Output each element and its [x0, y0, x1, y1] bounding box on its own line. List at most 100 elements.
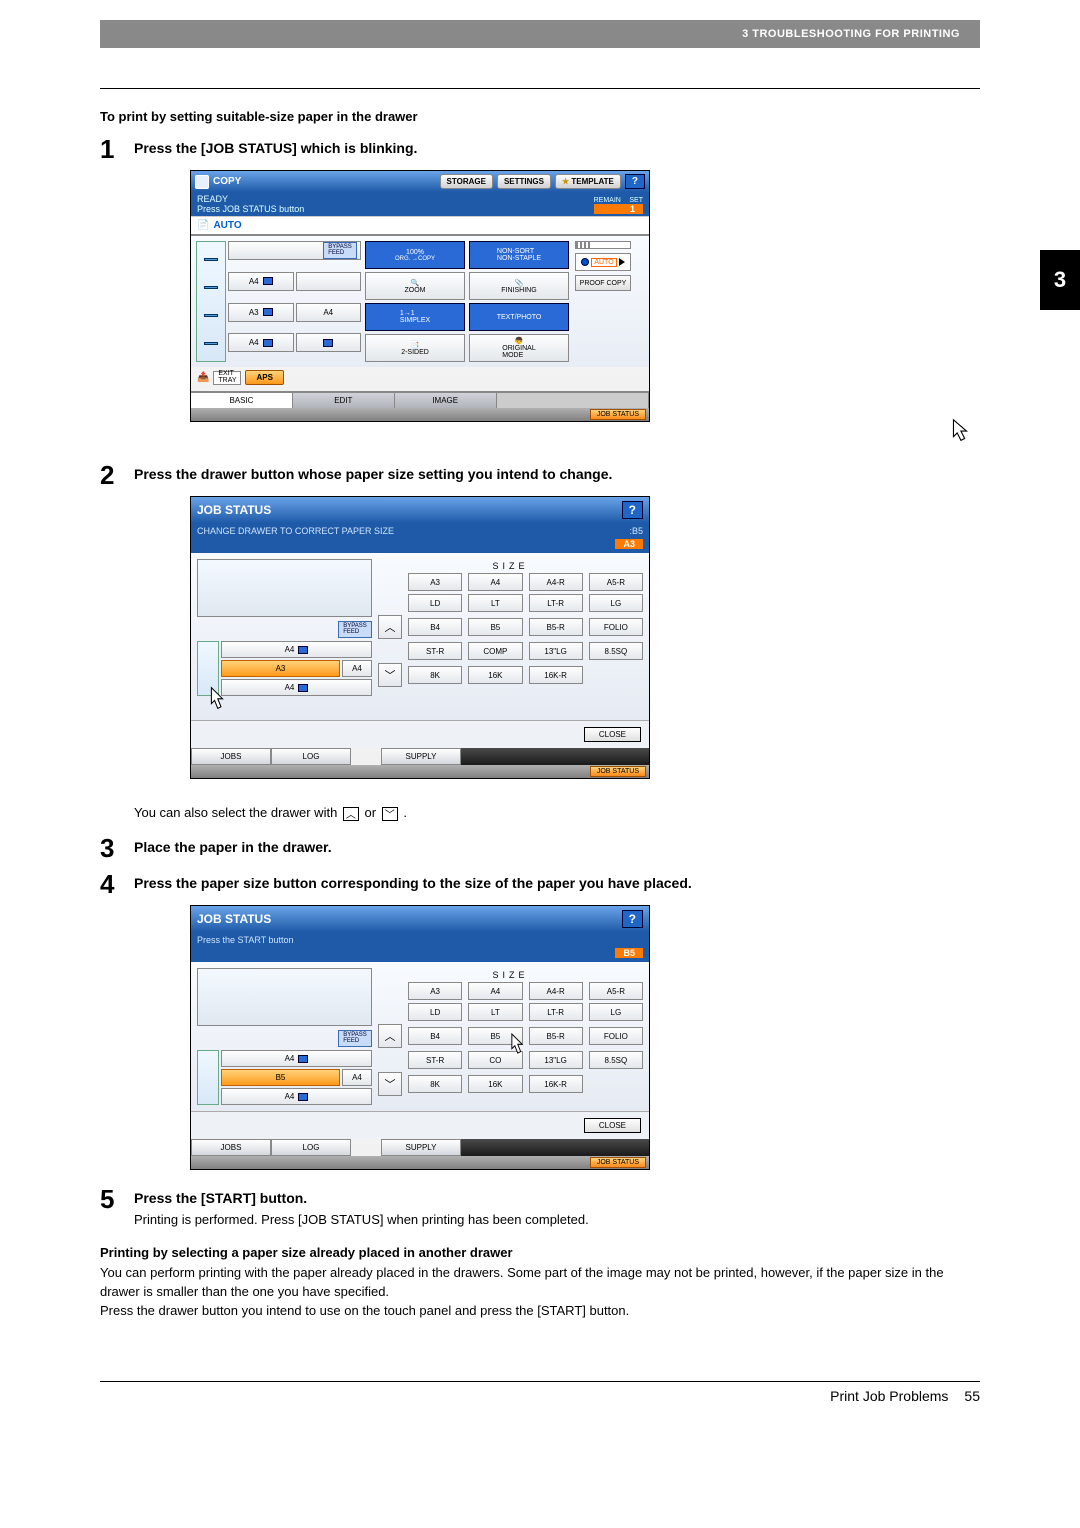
- drawer-a4-side[interactable]: A4: [296, 303, 362, 322]
- js2-size-a4[interactable]: A4: [468, 982, 522, 1000]
- simplex-button[interactable]: 1→1 SIMPLEX: [365, 303, 465, 331]
- tab-edit[interactable]: EDIT: [293, 393, 395, 408]
- zoom-button[interactable]: 🔍ZOOM: [365, 272, 465, 300]
- drawer-blank-r1[interactable]: [296, 272, 362, 291]
- js1-subbar: CHANGE DRAWER TO CORRECT PAPER SIZE :B5: [191, 523, 649, 539]
- drawer-a3[interactable]: A3: [228, 303, 294, 322]
- js1-tab-log[interactable]: LOG: [271, 748, 351, 765]
- js2-size-lg[interactable]: LG: [589, 1003, 643, 1021]
- original-mode-button[interactable]: 👦ORIGINAL MODE: [469, 334, 569, 362]
- js2-size-16kr[interactable]: 16K-R: [529, 1075, 583, 1093]
- js2-tab-jobs[interactable]: JOBS: [191, 1139, 271, 1156]
- bypass-feed-button[interactable]: BYPASS FEED: [323, 242, 357, 259]
- js2-size-b4[interactable]: B4: [408, 1027, 462, 1045]
- js2-size-a4r[interactable]: A4-R: [529, 982, 583, 1000]
- drawer-a4-1[interactable]: A4: [228, 272, 294, 291]
- js1-size-a4r[interactable]: A4-R: [529, 573, 583, 591]
- js2-size-folio[interactable]: FOLIO: [589, 1027, 643, 1045]
- storage-button[interactable]: STORAGE: [440, 174, 493, 189]
- js1-drawer-2b[interactable]: A4: [342, 660, 372, 677]
- js1-tab-supply[interactable]: SUPPLY: [381, 748, 461, 765]
- js2-bypass-button[interactable]: BYPASS FEED: [338, 1030, 372, 1047]
- js1-help[interactable]: ?: [622, 501, 643, 519]
- js1-arrow-up[interactable]: ︿: [378, 615, 402, 639]
- js1-drawer-3[interactable]: A4: [221, 679, 372, 696]
- js1-size-8k[interactable]: 8K: [408, 666, 462, 684]
- js1-size-b4[interactable]: B4: [408, 618, 462, 636]
- js2-size-lt[interactable]: LT: [468, 1003, 522, 1021]
- rule-top: [100, 88, 980, 89]
- js2-size-85sq[interactable]: 8.5SQ: [589, 1051, 643, 1069]
- js2-size-ltr[interactable]: LT-R: [529, 1003, 583, 1021]
- exit-tray-button[interactable]: EXIT TRAY: [213, 371, 241, 385]
- jobstatus-button[interactable]: JOB STATUS: [590, 409, 646, 420]
- js1-bypass-button[interactable]: BYPASS FEED: [338, 621, 372, 638]
- js1-drawer-1[interactable]: A4: [221, 641, 372, 658]
- step-4: 4 Press the paper size button correspond…: [100, 871, 980, 897]
- js2-drawer-2-selected[interactable]: B5: [221, 1069, 340, 1086]
- js1-jobstatus-button[interactable]: JOB STATUS: [590, 766, 646, 777]
- js1-size-comp[interactable]: COMP: [468, 642, 522, 660]
- js1-close-button[interactable]: CLOSE: [584, 727, 641, 742]
- js1-tab-jobs[interactable]: JOBS: [191, 748, 271, 765]
- js2-arrow-up[interactable]: ︿: [378, 1024, 402, 1048]
- js2-left: BYPASS FEED A4 B5 A4 A4: [197, 968, 372, 1105]
- zoom-display[interactable]: 100% ORG. →COPY: [365, 241, 465, 269]
- template-button[interactable]: TEMPLATE: [555, 174, 621, 189]
- js1-size-13lg[interactable]: 13"LG: [529, 642, 583, 660]
- js2-size-b5r[interactable]: B5-R: [529, 1027, 583, 1045]
- js2-tab-log[interactable]: LOG: [271, 1139, 351, 1156]
- js2-drawer-3[interactable]: A4: [221, 1088, 372, 1105]
- js1-size-85sq[interactable]: 8.5SQ: [589, 642, 643, 660]
- js2-size-13lg[interactable]: 13"LG: [529, 1051, 583, 1069]
- header-text: 3 TROUBLESHOOTING FOR PRINTING: [742, 28, 960, 40]
- js2-tab-supply[interactable]: SUPPLY: [381, 1139, 461, 1156]
- js1-size-lt[interactable]: LT: [468, 594, 522, 612]
- device-illustration: [196, 241, 226, 362]
- js1-size-16kr[interactable]: 16K-R: [529, 666, 583, 684]
- tab-basic[interactable]: BASIC: [191, 393, 293, 408]
- js1-size-a5r[interactable]: A5-R: [589, 573, 643, 591]
- js1-size-16k[interactable]: 16K: [468, 666, 522, 684]
- proof-copy-button[interactable]: PROOF COPY: [575, 275, 631, 291]
- step-2-title: Press the drawer button whose paper size…: [134, 466, 980, 482]
- js1-size-lg[interactable]: LG: [589, 594, 643, 612]
- js1-size-folio[interactable]: FOLIO: [589, 618, 643, 636]
- js1-size-a4[interactable]: A4: [468, 573, 522, 591]
- js1-size-ltr[interactable]: LT-R: [529, 594, 583, 612]
- js1-size-str[interactable]: ST-R: [408, 642, 462, 660]
- sort-button[interactable]: NON-SORT NON-STAPLE: [469, 241, 569, 269]
- drawer-a4-2[interactable]: A4: [228, 333, 294, 352]
- text-photo-button[interactable]: TEXT/PHOTO: [469, 303, 569, 331]
- js2-close-button[interactable]: CLOSE: [584, 1118, 641, 1133]
- js2-drawer-2b[interactable]: A4: [342, 1069, 372, 1086]
- finishing-button[interactable]: 📎FINISHING: [469, 272, 569, 300]
- two-sided-button[interactable]: 📑2-SIDED: [365, 334, 465, 362]
- js1-size-b5r[interactable]: B5-R: [529, 618, 583, 636]
- js2-size-a5r[interactable]: A5-R: [589, 982, 643, 1000]
- drawer-blank-r3[interactable]: [296, 333, 362, 352]
- js2-size-str[interactable]: ST-R: [408, 1051, 462, 1069]
- js1-size-b5[interactable]: B5: [468, 618, 522, 636]
- js2-drawer-1[interactable]: A4: [221, 1050, 372, 1067]
- js1-size-a3[interactable]: A3: [408, 573, 462, 591]
- js2-jobstatus-button[interactable]: JOB STATUS: [590, 1157, 646, 1168]
- js1-arrow-down[interactable]: ﹀: [378, 663, 402, 687]
- tab-image[interactable]: IMAGE: [395, 393, 497, 408]
- settings-button[interactable]: SETTINGS: [497, 174, 551, 189]
- js2-size-b5[interactable]: B5: [468, 1027, 522, 1045]
- js2-size-16k[interactable]: 16K: [468, 1075, 522, 1093]
- help-button[interactable]: ?: [625, 174, 645, 189]
- aps-button[interactable]: APS: [245, 370, 283, 385]
- js2-size-ld[interactable]: LD: [408, 1003, 462, 1021]
- top-tray-blank[interactable]: BYPASS FEED: [228, 241, 361, 260]
- js2-help[interactable]: ?: [622, 910, 643, 928]
- js2-size-8k[interactable]: 8K: [408, 1075, 462, 1093]
- js2-arrow-down[interactable]: ﹀: [378, 1072, 402, 1096]
- chapter-side-tab: 3: [1040, 250, 1080, 310]
- js1-size-ld[interactable]: LD: [408, 594, 462, 612]
- js2-size-a3[interactable]: A3: [408, 982, 462, 1000]
- js1-drawer-2-selected[interactable]: A3: [221, 660, 340, 677]
- toner-meter: [575, 241, 631, 249]
- auto-indicator[interactable]: AUTO: [575, 253, 631, 271]
